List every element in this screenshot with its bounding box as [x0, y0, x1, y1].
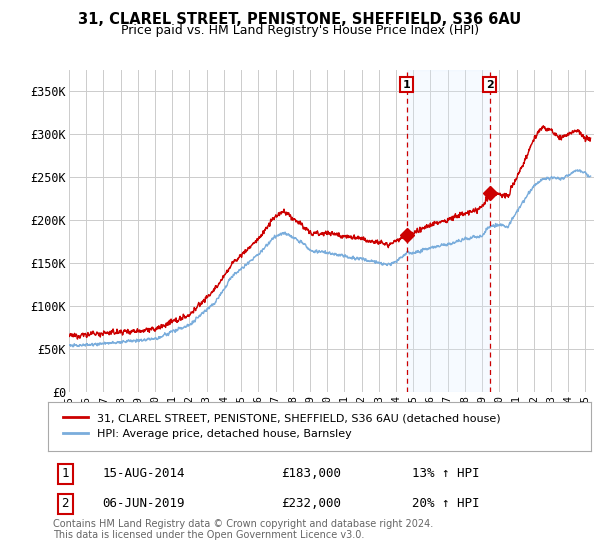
Text: 1: 1	[62, 467, 69, 480]
Text: 2: 2	[485, 80, 493, 90]
Text: 2: 2	[62, 497, 69, 511]
Text: 06-JUN-2019: 06-JUN-2019	[103, 497, 185, 511]
Text: 13% ↑ HPI: 13% ↑ HPI	[412, 467, 479, 480]
Text: 1: 1	[403, 80, 410, 90]
Text: 15-AUG-2014: 15-AUG-2014	[103, 467, 185, 480]
Text: 20% ↑ HPI: 20% ↑ HPI	[412, 497, 479, 511]
Bar	[407, 70, 490, 392]
Text: 31, CLAREL STREET, PENISTONE, SHEFFIELD, S36 6AU: 31, CLAREL STREET, PENISTONE, SHEFFIELD,…	[79, 12, 521, 27]
Text: £183,000: £183,000	[281, 467, 341, 480]
Text: £232,000: £232,000	[281, 497, 341, 511]
Text: Contains HM Land Registry data © Crown copyright and database right 2024.
This d: Contains HM Land Registry data © Crown c…	[53, 519, 434, 540]
Text: Price paid vs. HM Land Registry's House Price Index (HPI): Price paid vs. HM Land Registry's House …	[121, 24, 479, 37]
Legend: 31, CLAREL STREET, PENISTONE, SHEFFIELD, S36 6AU (detached house), HPI: Average : 31, CLAREL STREET, PENISTONE, SHEFFIELD,…	[59, 409, 505, 444]
